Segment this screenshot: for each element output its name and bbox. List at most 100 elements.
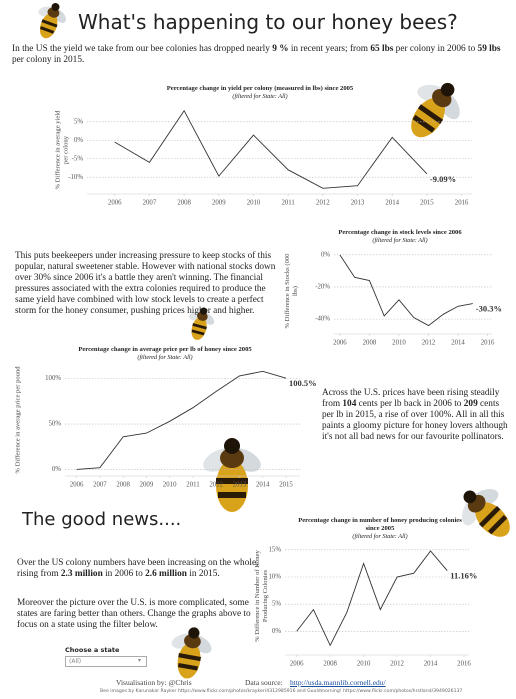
text-run: This puts beekeepers under increasing pr… xyxy=(15,251,276,316)
y-tick-label: 50% xyxy=(49,421,62,428)
chart-title: Percentage change in average price per l… xyxy=(78,346,252,353)
y-tick-label: 10% xyxy=(269,574,282,581)
y-tick-label: -20% xyxy=(315,284,330,291)
x-tick-label: 2013 xyxy=(233,482,247,489)
x-tick-label: 2006 xyxy=(333,340,347,347)
x-tick-label: 2010 xyxy=(247,200,261,207)
data-line xyxy=(339,254,473,327)
y-axis-label: % Difference in Stocks (000 lbs) xyxy=(284,253,299,329)
x-tick-label: 2008 xyxy=(177,200,191,207)
x-tick-label: 2007 xyxy=(143,200,157,207)
colonies-text: Over the US colony numbers have been inc… xyxy=(17,558,269,580)
value-label: 11.16% xyxy=(450,571,477,581)
y-tick-label: 0% xyxy=(321,251,330,258)
x-tick-label: 2014 xyxy=(451,340,465,347)
x-tick-label: 2008 xyxy=(363,340,377,347)
bee-image xyxy=(28,0,73,44)
y-tick-label: 5% xyxy=(74,118,83,125)
chart-title: Percentage change in yield per colony (m… xyxy=(166,85,354,92)
highlight: 2.3 million xyxy=(60,569,103,579)
y-axis-label: % Difference in average price per pound xyxy=(14,365,21,474)
x-tick-label: 2012 xyxy=(209,482,223,489)
chart-subtitle: (filtered for State: All) xyxy=(352,533,408,540)
filter-label: Choose a state xyxy=(65,646,120,654)
source-link[interactable]: http://usda.mannlib.cornell.edu/ xyxy=(290,678,386,687)
chart-subtitle: (filtered for State: All) xyxy=(137,354,193,361)
bee-image xyxy=(446,473,516,553)
x-tick-label: 2009 xyxy=(212,200,226,207)
x-tick-label: 2010 xyxy=(392,340,406,347)
text-run: in 2015. xyxy=(186,569,220,579)
y-tick-label: 100% xyxy=(45,375,61,382)
prices-text: Across the U.S. prices have been rising … xyxy=(322,388,510,443)
text-run: In the US the yield we take from our bee… xyxy=(12,44,273,54)
x-tick-label: 2006 xyxy=(290,661,304,668)
y-tick-label: 0% xyxy=(272,628,281,635)
x-tick-label: 2016 xyxy=(455,200,469,207)
text-run: per colony in 2015. xyxy=(12,55,85,65)
y-axis-label: % Difference in average yield per colony xyxy=(54,110,69,189)
value-label: -30.3% xyxy=(476,303,502,313)
x-tick-label: 2013 xyxy=(351,200,365,207)
value-label: -9.09% xyxy=(430,174,456,184)
bee-image xyxy=(392,68,475,152)
y-tick-label: 5% xyxy=(272,601,281,608)
highlight: 2.6 million xyxy=(145,569,187,579)
chart-subtitle: (filtered for State: All) xyxy=(232,93,288,100)
data-line xyxy=(114,109,428,189)
x-tick-label: 2015 xyxy=(420,200,434,207)
y-tick-label: 15% xyxy=(269,546,282,553)
highlight: 65 lbs xyxy=(370,44,394,54)
y-tick-label: -5% xyxy=(72,155,84,162)
chart-title: Percentage change in number of honey pro… xyxy=(298,517,462,532)
x-tick-label: 2011 xyxy=(186,482,199,489)
text-run: in recent years; from xyxy=(288,44,371,54)
credit: Visualisation by: @Chris xyxy=(116,678,192,687)
x-tick-label: 2014 xyxy=(256,482,270,489)
bee-image xyxy=(163,623,218,683)
dropdown-arrow[interactable]: ▾ xyxy=(138,656,147,667)
page-title: What's happening to our honey bees? xyxy=(78,10,458,34)
x-tick-label: 2006 xyxy=(108,200,122,207)
highlight: 104 xyxy=(342,399,357,409)
x-tick-label: 2010 xyxy=(357,661,371,668)
stocks-text: This puts beekeepers under increasing pr… xyxy=(15,251,283,317)
y-tick-label: 0% xyxy=(74,137,83,144)
x-tick-label: 2014 xyxy=(424,661,438,668)
highlight: 9 % xyxy=(272,44,289,54)
x-tick-label: 2014 xyxy=(385,200,399,207)
x-tick-label: 2012 xyxy=(422,340,436,347)
state-filter[interactable]: (All) xyxy=(65,656,147,667)
chart-subtitle: (filtered for State: All) xyxy=(372,237,428,244)
states-text: Moreover the picture over the U.S. is mo… xyxy=(17,598,269,631)
highlight: 209 xyxy=(463,399,478,409)
x-tick-label: 2007 xyxy=(93,482,107,489)
y-tick-label: -40% xyxy=(315,316,330,323)
text-run: cents per lb in 2015, a rise of over 100… xyxy=(322,399,508,442)
highlight: 59 lbs xyxy=(477,44,501,54)
image-credits: Bee images by Karunakar Rayker https://w… xyxy=(100,689,463,694)
data-line xyxy=(296,550,448,647)
text-run: Across the U.S. prices have been rising … xyxy=(322,388,500,409)
y-axis-label: % Difference in Number of Honey Producin… xyxy=(254,550,269,642)
y-tick-label: -10% xyxy=(68,174,83,181)
text-run: Over the US colony numbers have been inc… xyxy=(17,558,259,579)
x-tick-label: 2016 xyxy=(481,340,495,347)
source-label: Data source: xyxy=(245,678,283,687)
bee-image xyxy=(199,438,265,512)
text-run: per colony in 2006 to xyxy=(393,44,478,54)
text-run: Moreover the picture over the U.S. is mo… xyxy=(17,598,251,630)
x-tick-label: 2010 xyxy=(163,482,177,489)
value-label: 100.5% xyxy=(289,378,317,388)
section-title: The good news.... xyxy=(22,509,182,530)
x-tick-label: 2012 xyxy=(390,661,404,668)
x-tick-label: 2011 xyxy=(281,200,294,207)
x-tick-label: 2009 xyxy=(140,482,154,489)
chart-title: Percentage change in stock levels since … xyxy=(338,229,462,236)
intro-text: In the US the yield we take from our bee… xyxy=(12,44,508,66)
x-tick-label: 2015 xyxy=(279,482,293,489)
text-run: cents per lb back in 2006 to xyxy=(356,399,464,409)
data-line xyxy=(76,370,287,470)
